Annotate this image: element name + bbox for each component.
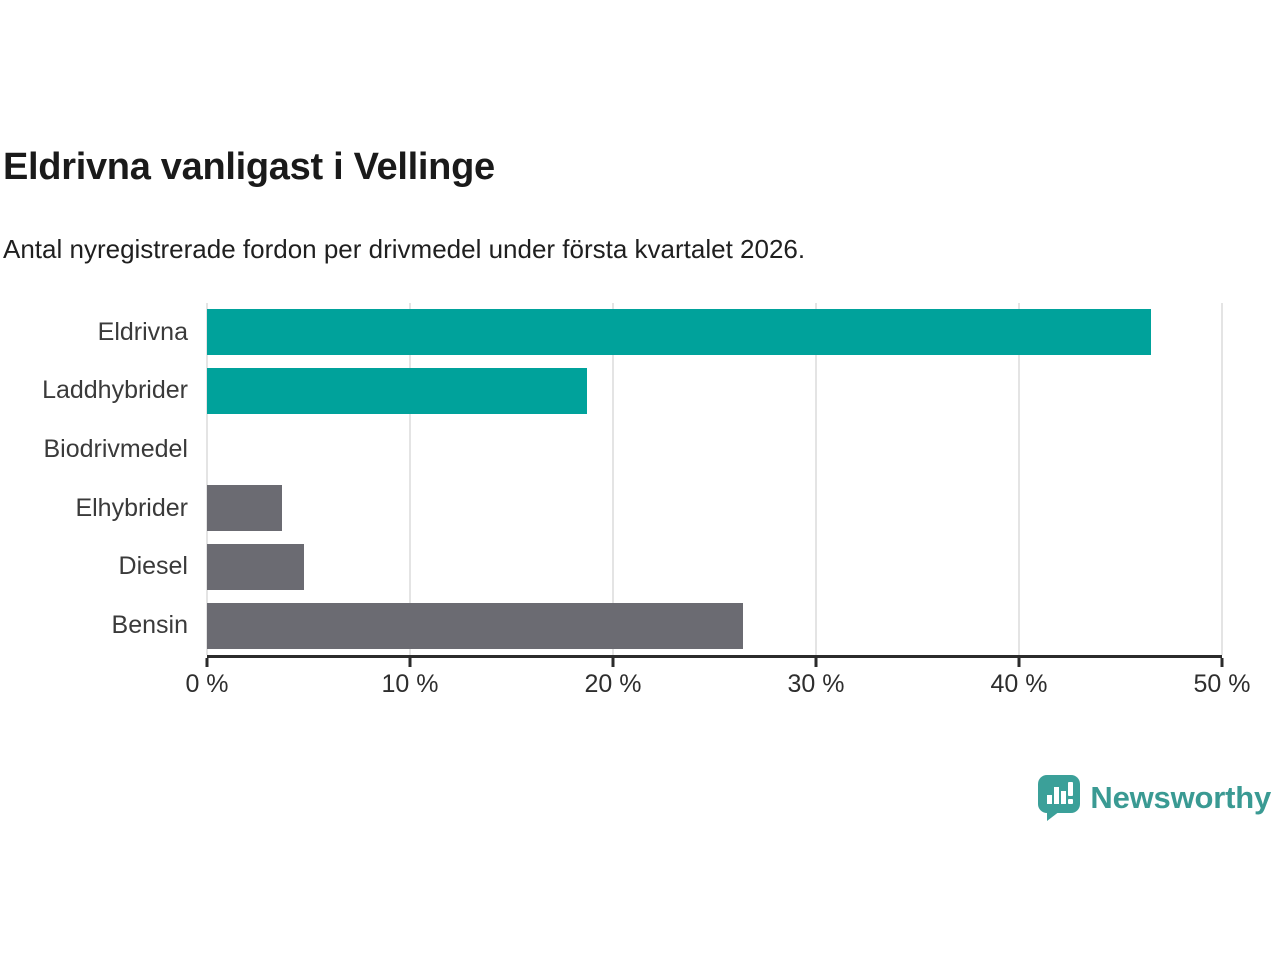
- x-tick: [1017, 658, 1021, 667]
- category-label-laddhybrider: Laddhybrider: [42, 376, 188, 405]
- newsworthy-wordmark: Newsworthy: [1090, 780, 1271, 815]
- category-label-bensin: Bensin: [111, 611, 188, 640]
- category-label-diesel: Diesel: [118, 552, 188, 581]
- gridline: [409, 303, 411, 655]
- x-tick-label: 20 %: [584, 670, 642, 698]
- x-tick-label: 0 %: [185, 670, 229, 698]
- category-label-eldrivna: Eldrivna: [97, 317, 188, 346]
- x-tick: [205, 658, 209, 667]
- bar-diesel: [207, 544, 305, 590]
- y-axis-labels: Eldrivna Laddhybrider Biodrivmedel Elhybrid…: [0, 303, 195, 655]
- x-tick-label: 10 %: [381, 670, 439, 698]
- x-tick: [408, 658, 412, 667]
- x-tick: [611, 658, 615, 667]
- chart-title: Eldrivna vanligast i Vellinge: [3, 146, 495, 188]
- x-tick-label: 30 %: [787, 670, 845, 698]
- gridline: [1018, 303, 1020, 655]
- x-tick: [814, 658, 818, 667]
- category-label-elhybrider: Elhybrider: [75, 493, 188, 522]
- plot-area: 0 % 10 % 20 % 30 % 40 % 50 %: [185, 303, 1250, 698]
- chart-subtitle: Antal nyregistrerade fordon per drivmede…: [3, 234, 806, 264]
- newsworthy-logo: Newsworthy: [1037, 774, 1271, 822]
- gridline: [815, 303, 817, 655]
- bar-elhybrider: [207, 485, 283, 532]
- newsworthy-icon: [1038, 775, 1081, 821]
- x-tick: [1220, 658, 1224, 667]
- bar-bensin: [207, 602, 743, 649]
- x-tick-label: 50 %: [1193, 670, 1251, 698]
- category-label-biodrivmedel: Biodrivmedel: [43, 435, 188, 464]
- bar-eldrivna: [207, 309, 1151, 356]
- gridline: [206, 303, 208, 655]
- gridline: [1221, 303, 1223, 655]
- x-tick-label: 40 %: [990, 670, 1048, 698]
- gridline: [612, 303, 614, 655]
- bar-laddhybrider: [207, 368, 587, 414]
